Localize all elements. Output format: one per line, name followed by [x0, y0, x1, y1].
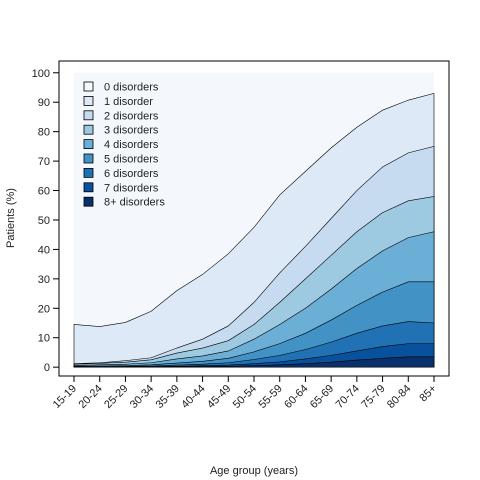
y-tick-label-4: 40 — [38, 244, 50, 256]
y-tick-label-0: 0 — [44, 362, 50, 374]
legend-swatch-2 — [83, 110, 94, 121]
legend-label-5: 5 disorders — [104, 154, 159, 166]
area-layer-8 — [73, 356, 435, 368]
legend-label-4: 4 disorders — [104, 139, 159, 151]
legend-swatch-4 — [83, 139, 94, 150]
y-axis-label: Patients (%) — [5, 188, 17, 248]
legend-label-6: 6 disorders — [104, 168, 159, 180]
y-tick-label-7: 70 — [38, 156, 50, 168]
y-tick-label-3: 30 — [38, 274, 50, 286]
legend-swatch-3 — [83, 124, 94, 135]
y-tick-label-8: 80 — [38, 127, 50, 139]
area-layers — [73, 72, 435, 368]
y-axis: 0 10 20 30 40 50 60 70 80 90 100 — [32, 68, 59, 374]
legend-swatch-8 — [83, 196, 94, 207]
legend-swatch-5 — [83, 153, 94, 164]
legend-swatch-0 — [83, 81, 94, 92]
y-tick-label-6: 60 — [38, 186, 50, 198]
legend-label-7: 7 disorders — [104, 182, 159, 194]
legend-label-2: 2 disorders — [104, 110, 159, 122]
legend-label-8: 8+ disorders — [104, 197, 165, 209]
y-tick-label-5: 50 — [38, 215, 50, 227]
legend-label-3: 3 disorders — [104, 125, 159, 137]
y-tick-label-9: 90 — [38, 97, 50, 109]
legend-swatch-7 — [83, 182, 94, 193]
legend-swatch-1 — [83, 96, 94, 106]
legend-label-0: 0 disorders — [104, 82, 159, 94]
legend-label-1: 1 disorder — [104, 96, 153, 108]
y-tick-label-10: 100 — [32, 68, 50, 80]
legend: 0 disorders 1 disorder 2 disorders 3 disord… — [83, 81, 165, 209]
legend-swatch-6 — [83, 167, 94, 178]
y-tick-label-2: 20 — [38, 303, 50, 315]
x-axis-label: Age group (years) — [210, 465, 298, 477]
y-tick-label-1: 10 — [38, 333, 50, 345]
